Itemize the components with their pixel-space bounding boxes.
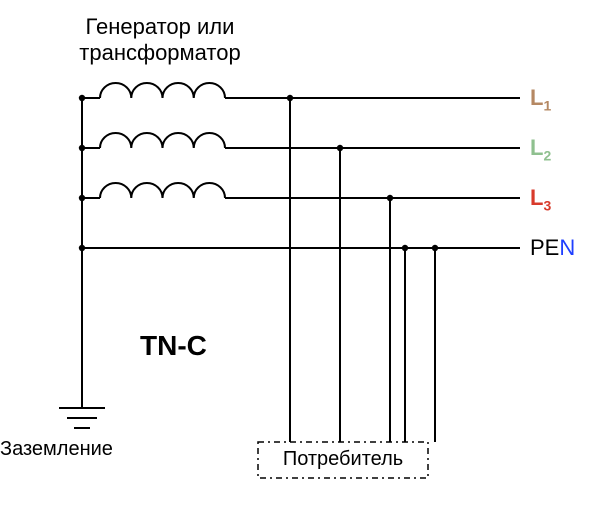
l2-sub: 2 [543, 147, 551, 163]
line-label-l2: L2 [530, 135, 551, 163]
l3-sub: 3 [543, 197, 551, 213]
pen-pe: PE [530, 235, 559, 260]
line-label-pen: PEN [530, 235, 575, 261]
ground-label: Заземление [0, 438, 113, 461]
l3-prefix: L [530, 185, 543, 210]
l2-prefix: L [530, 135, 543, 160]
consumer-label: Потребитель [283, 448, 403, 471]
source-title-line1: Генератор или [86, 14, 235, 40]
l1-sub: 1 [543, 97, 551, 113]
line-label-l1: L1 [530, 85, 551, 113]
line-label-l3: L3 [530, 185, 551, 213]
l1-prefix: L [530, 85, 543, 110]
pen-n: N [559, 235, 575, 260]
system-label: TN-C [140, 330, 207, 362]
source-title-line2: трансформатор [79, 40, 240, 66]
